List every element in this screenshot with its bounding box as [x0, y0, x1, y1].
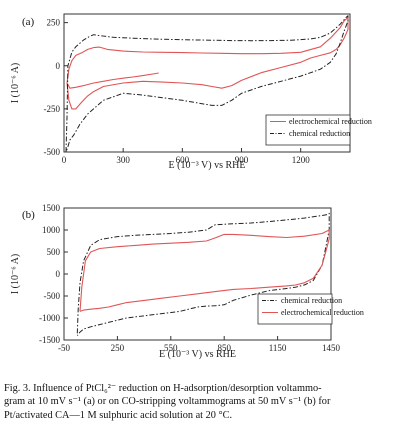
panel-a: (a) 0 300 600 900 1200 250 0 -250 -500 E (10⁻³ V) … — [10, 13, 372, 171]
panel-label: (a) — [22, 16, 35, 28]
series-electrochemical-reduction — [66, 16, 349, 110]
caption-line-3: Pt/activated CA—1 M sulphuric acid solut… — [4, 409, 233, 421]
x-axis-label: E (10⁻³ V) vs RHE — [169, 160, 246, 171]
legend-box — [257, 293, 333, 325]
legend-label: electrochemical reduction — [289, 117, 372, 126]
x-tick-label: 1150 — [269, 343, 287, 353]
series-electrochemical-reduction — [79, 229, 330, 312]
y-tick-label: 1500 — [42, 203, 61, 213]
plot-frame — [63, 13, 351, 153]
y-tick-label: -500 — [44, 147, 61, 157]
y-tick-label: -1500 — [39, 335, 60, 345]
legend: chemical reduction electrochemical reduct… — [257, 293, 364, 325]
y-tick-label: 1000 — [42, 225, 61, 235]
legend-box — [265, 114, 351, 146]
x-tick-label: 0 — [62, 155, 67, 165]
y-tick-label: 0 — [56, 269, 61, 279]
x-tick-label: 300 — [116, 155, 130, 165]
x-tick-label: 600 — [176, 155, 190, 165]
y-axis-label: I (10⁻⁶ A) — [10, 63, 21, 103]
panel-b: (b) -50 250 550 850 1150 1450 1500 1000 500 0 -500 -… — [10, 203, 364, 360]
y-tick-label: -250 — [44, 104, 61, 114]
x-tick-label: 850 — [217, 343, 231, 353]
y-tick-label: 0 — [56, 61, 61, 71]
x-tick-label: 1450 — [322, 343, 341, 353]
x-tick-label: -50 — [58, 343, 70, 353]
y-tick-label: -500 — [44, 291, 61, 301]
x-axis-label: E (10⁻³ V) vs RHE — [159, 349, 236, 360]
y-tick-label: 500 — [47, 247, 61, 257]
legend-label: chemical reduction — [289, 129, 350, 138]
figure-caption: Fig. 3. Influence of PtCl₆²⁻ reduction o… — [4, 382, 408, 422]
series-chemical-reduction — [76, 212, 330, 336]
legend-label: chemical reduction — [281, 296, 342, 305]
x-tick-label: 250 — [111, 343, 125, 353]
caption-line-2: gram at 10 mV s⁻¹ (a) or on CO-stripping… — [4, 396, 331, 408]
panel-label: (b) — [22, 209, 35, 221]
y-axis-label: I (10⁻⁶ A) — [10, 254, 21, 294]
legend: electrochemical reduction chemical reduct… — [265, 114, 372, 146]
x-tick-label: 1200 — [292, 155, 311, 165]
y-tick-label: -1000 — [39, 313, 60, 323]
caption-line-1: Fig. 3. Influence of PtCl₆²⁻ reduction o… — [4, 383, 322, 394]
legend-label: electrochemical reduction — [281, 308, 364, 317]
y-tick-label: 250 — [47, 18, 61, 28]
x-tick-label: 550 — [164, 343, 178, 353]
x-tick-label: 900 — [235, 155, 249, 165]
